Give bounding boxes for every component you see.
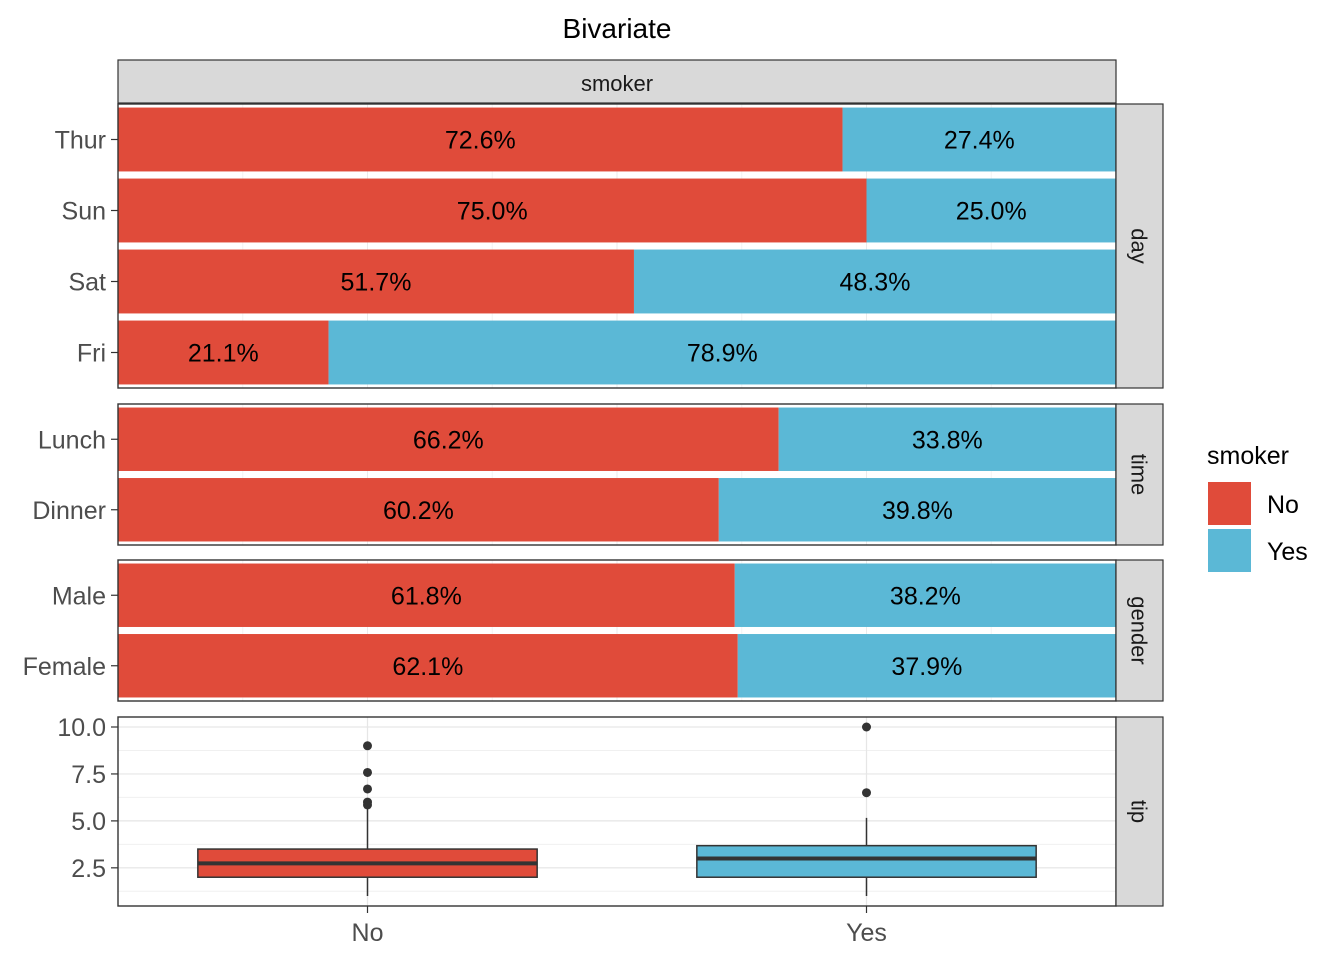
legend: smoker No Yes [1207, 442, 1308, 572]
bar-no-male [118, 563, 735, 627]
top-strip-label: smoker [581, 71, 653, 96]
outlier-point [363, 797, 372, 807]
strip-box [1115, 403, 1164, 546]
bar-yes-lunch [778, 407, 1116, 471]
data-label-no: 61.8% [391, 582, 462, 610]
bar-yes-thur [842, 107, 1116, 172]
top-strip: smoker [117, 59, 1117, 104]
outlier-point [363, 741, 372, 751]
data-label-yes: 37.9% [891, 653, 962, 681]
data-label-yes: 25.0% [956, 198, 1027, 226]
outlier-point [363, 784, 372, 794]
y-tick-label: Lunch [38, 426, 106, 454]
data-label-no: 21.1% [188, 340, 259, 368]
bar-no-sat [118, 249, 634, 314]
chart-title: Bivariate [563, 13, 672, 44]
data-label-no: 51.7% [341, 269, 412, 297]
panel-day: 72.6% 27.4% Thur 75.0% 25.0% Sun 51.7% 48.3% Sat… [55, 103, 1164, 389]
data-label-no: 62.1% [392, 653, 463, 681]
strip-box [1115, 103, 1164, 389]
y-tick-label: 2.5 [71, 855, 106, 883]
strip-label-day: day [1127, 228, 1152, 263]
data-label-yes: 39.8% [882, 497, 953, 525]
data-label-no: 75.0% [457, 198, 528, 226]
data-label-yes: 48.3% [840, 269, 911, 297]
outlier-point [862, 722, 871, 732]
legend-title: smoker [1207, 442, 1289, 470]
strip-label-tip: tip [1127, 800, 1152, 823]
y-tick-label: Male [52, 582, 106, 610]
legend-label-no: No [1267, 491, 1299, 519]
bar-no-fri [118, 320, 329, 385]
bar-yes-male [734, 563, 1116, 627]
data-label-yes: 38.2% [890, 582, 961, 610]
data-label-no: 72.6% [445, 127, 516, 155]
y-tick-label: Fri [77, 340, 106, 368]
outlier-point [363, 767, 372, 777]
data-label-yes: 33.8% [912, 426, 983, 454]
legend-key-no [1208, 482, 1251, 525]
strip-box [1115, 559, 1164, 702]
bar-no-thur [118, 107, 843, 172]
strip-label-gender: gender [1127, 596, 1152, 665]
data-label-yes: 78.9% [687, 340, 758, 368]
bar-no-dinner [118, 478, 719, 542]
y-tick-label: 10.0 [57, 714, 106, 742]
y-tick-label: Thur [55, 127, 106, 155]
strip-box [1115, 716, 1164, 907]
data-label-no: 66.2% [413, 426, 484, 454]
y-tick-label: Sat [68, 269, 106, 297]
y-tick-label: Sun [62, 198, 106, 226]
y-tick-label: Dinner [32, 497, 106, 525]
panel-tip: No Yes 2.5 5.0 7.5 10.0 tip [57, 714, 1164, 947]
y-tick-label: Female [23, 653, 106, 681]
panel-gender: 61.8% 38.2% Male 62.1% 37.9% Female gender [23, 559, 1164, 702]
y-tick-label: 7.5 [71, 761, 106, 789]
top-strip-box [117, 59, 1117, 104]
panel-time: 66.2% 33.8% Lunch 60.2% 39.8% Dinner time [32, 403, 1164, 546]
bar-yes-sun [866, 178, 1116, 243]
bar-yes-fri [328, 320, 1116, 385]
panels: 72.6% 27.4% Thur 75.0% 25.0% Sun 51.7% 48.3% Sat… [23, 103, 1164, 947]
bar-no-lunch [118, 407, 779, 471]
bar-yes-sat [633, 249, 1116, 314]
bar-no-sun [118, 178, 867, 243]
box-yes [696, 844, 1037, 878]
legend-key-yes [1208, 529, 1251, 572]
data-label-yes: 27.4% [944, 127, 1015, 155]
bar-yes-dinner [718, 478, 1116, 542]
y-tick-label: 5.0 [71, 808, 106, 836]
bar-yes-female [737, 634, 1116, 698]
bar-no-female [118, 634, 738, 698]
strip-label-time: time [1127, 454, 1152, 496]
x-tick-label: Yes [846, 919, 887, 947]
legend-label-yes: Yes [1267, 538, 1308, 566]
x-tick-label: No [352, 919, 384, 947]
outlier-point [862, 788, 871, 798]
data-label-no: 60.2% [383, 497, 454, 525]
